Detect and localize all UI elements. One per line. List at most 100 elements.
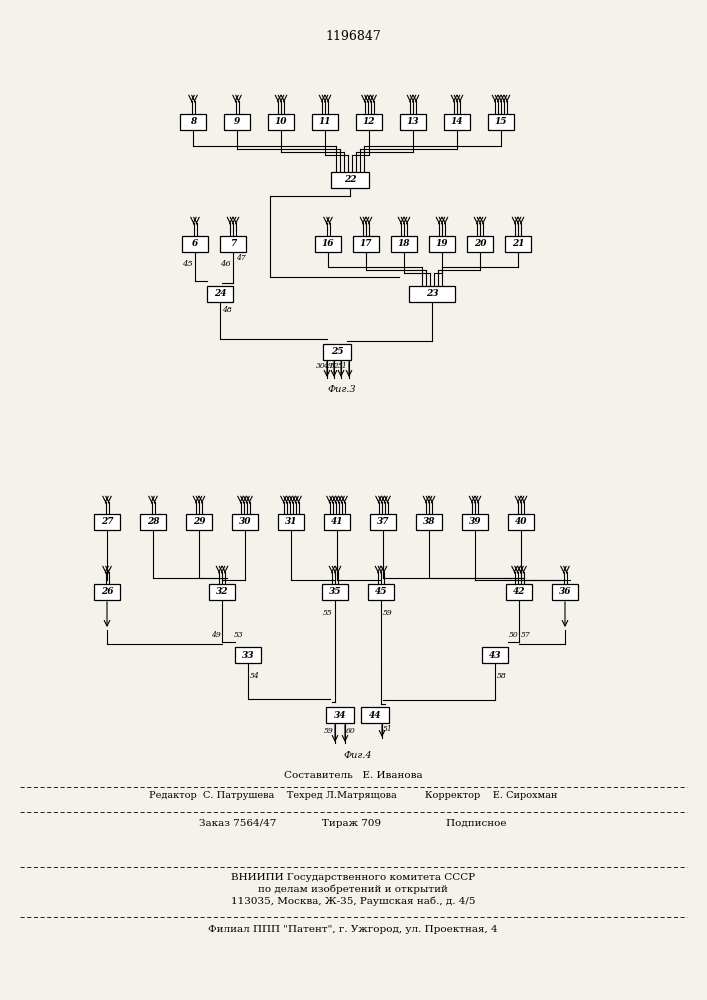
Text: 42: 42 [513, 587, 525, 596]
Text: 32: 32 [216, 587, 228, 596]
Text: 50: 50 [509, 631, 519, 639]
Text: 52: 52 [330, 362, 340, 370]
Text: 24: 24 [214, 290, 226, 298]
Text: 45: 45 [182, 260, 193, 268]
Text: 30: 30 [316, 362, 326, 370]
Bar [235, 647, 261, 663]
Text: 28: 28 [147, 518, 159, 526]
Text: 8: 8 [190, 117, 196, 126]
Bar [429, 236, 455, 252]
Text: по делам изобретений и открытий: по делам изобретений и открытий [258, 884, 448, 894]
Bar [552, 584, 578, 600]
Text: 41: 41 [331, 518, 344, 526]
Bar [209, 584, 235, 600]
Text: 34: 34 [334, 710, 346, 720]
Bar [207, 286, 233, 302]
Text: 51: 51 [338, 362, 348, 370]
Text: 33: 33 [242, 650, 255, 660]
Text: 15: 15 [495, 117, 507, 126]
Bar [312, 114, 338, 130]
Bar [278, 514, 304, 530]
Text: 18: 18 [398, 239, 410, 248]
Bar [356, 114, 382, 130]
Text: 25: 25 [331, 348, 344, 357]
Text: Фиг.3: Фиг.3 [327, 385, 356, 394]
Bar [326, 707, 354, 723]
Text: 37: 37 [377, 518, 390, 526]
Text: 40: 40 [515, 518, 527, 526]
Text: 43: 43 [489, 650, 501, 660]
Text: 54: 54 [250, 672, 259, 680]
Text: 19: 19 [436, 239, 448, 248]
Text: 57: 57 [521, 631, 531, 639]
Text: 39: 39 [469, 518, 481, 526]
Text: 55: 55 [323, 609, 333, 617]
Bar [323, 344, 351, 360]
Bar [322, 584, 348, 600]
Bar [182, 236, 208, 252]
Text: 48: 48 [222, 306, 232, 314]
Text: 59: 59 [383, 609, 393, 617]
Bar [361, 707, 389, 723]
Text: 49: 49 [323, 362, 333, 370]
Bar [331, 172, 369, 188]
Text: 11: 11 [319, 117, 332, 126]
Text: 26: 26 [101, 587, 113, 596]
Bar [482, 647, 508, 663]
Text: 17: 17 [360, 239, 373, 248]
Text: 113035, Москва, Ж-35, Раушская наб., д. 4/5: 113035, Москва, Ж-35, Раушская наб., д. … [230, 896, 475, 906]
Bar [94, 514, 120, 530]
Bar [368, 584, 394, 600]
Bar [186, 514, 212, 530]
Bar [508, 514, 534, 530]
Bar [232, 514, 258, 530]
Bar [140, 514, 166, 530]
Text: 38: 38 [423, 518, 436, 526]
Bar [94, 584, 120, 600]
Text: 10: 10 [275, 117, 287, 126]
Bar [409, 286, 455, 302]
Text: ВНИИПИ Государственного комитета СССР: ВНИИПИ Государственного комитета СССР [231, 872, 475, 882]
Bar [220, 236, 246, 252]
Bar [353, 236, 379, 252]
Text: 20: 20 [474, 239, 486, 248]
Text: Заказ 7564/47              Тираж 709                    Подписное: Заказ 7564/47 Тираж 709 Подписное [199, 820, 507, 828]
Text: 31: 31 [285, 518, 297, 526]
Bar [467, 236, 493, 252]
Bar [224, 114, 250, 130]
Text: 13: 13 [407, 117, 419, 126]
Text: 29: 29 [193, 518, 205, 526]
Text: 60: 60 [346, 727, 356, 735]
Text: 30: 30 [239, 518, 251, 526]
Text: 22: 22 [344, 176, 356, 184]
Text: 49: 49 [211, 631, 221, 639]
Text: 12: 12 [363, 117, 375, 126]
Text: 35: 35 [329, 587, 341, 596]
Bar [400, 114, 426, 130]
Text: 47: 47 [236, 254, 246, 262]
Text: Фиг.4: Фиг.4 [343, 751, 372, 760]
Text: 58: 58 [497, 672, 507, 680]
Text: Составитель   Е. Иванова: Составитель Е. Иванова [284, 770, 422, 780]
Bar [444, 114, 470, 130]
Text: 46: 46 [221, 260, 231, 268]
Bar [391, 236, 417, 252]
Text: 44: 44 [369, 710, 381, 720]
Bar [324, 514, 350, 530]
Bar [488, 114, 514, 130]
Text: 6: 6 [192, 239, 198, 248]
Bar [505, 236, 531, 252]
Text: 1196847: 1196847 [325, 30, 381, 43]
Text: 53: 53 [234, 631, 244, 639]
Text: 36: 36 [559, 587, 571, 596]
Text: Филиал ППП "Патент", г. Ужгород, ул. Проектная, 4: Филиал ППП "Патент", г. Ужгород, ул. Про… [208, 924, 498, 934]
Text: 23: 23 [426, 290, 438, 298]
Text: 59: 59 [325, 727, 334, 735]
Bar [268, 114, 294, 130]
Bar [506, 584, 532, 600]
Text: 27: 27 [101, 518, 113, 526]
Text: 7: 7 [230, 239, 236, 248]
Bar [180, 114, 206, 130]
Bar [462, 514, 488, 530]
Text: 21: 21 [512, 239, 525, 248]
